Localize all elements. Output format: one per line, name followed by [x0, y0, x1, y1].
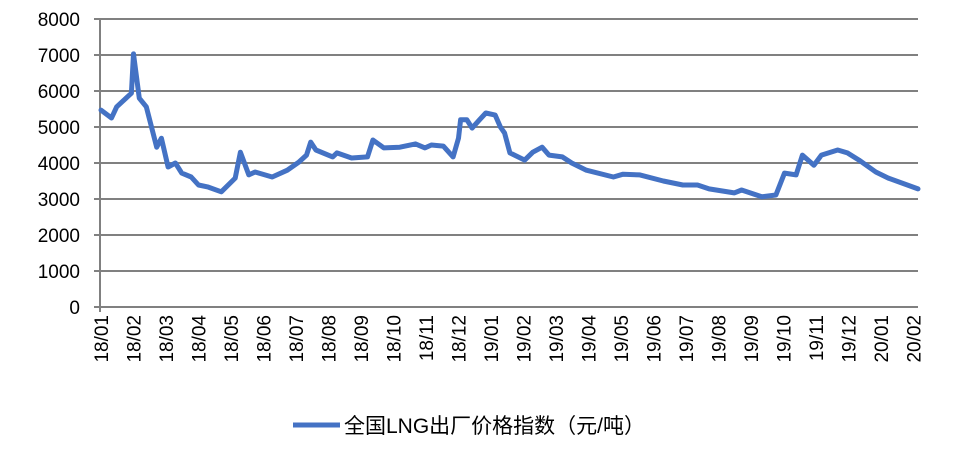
x-tick-label: 19/09 [742, 315, 763, 363]
y-tick-label: 2000 [38, 226, 80, 247]
gridlines [94, 18, 918, 308]
x-tick-label: 18/09 [352, 315, 373, 363]
x-tick-label: 19/11 [807, 315, 828, 361]
y-tick-label: 4000 [38, 154, 80, 175]
x-tick-label: 19/04 [580, 315, 601, 363]
x-tick-label: 19/03 [547, 315, 568, 363]
y-tick-label: 0 [69, 298, 80, 319]
x-tick-label: 20/02 [905, 315, 926, 363]
x-tick-label: 18/04 [190, 315, 211, 363]
y-axis-tick-labels: 0 1000 2000 3000 4000 5000 6000 7000 8000 [38, 10, 80, 319]
x-tick-label: 19/07 [677, 315, 698, 363]
x-tick-label: 18/01 [92, 315, 113, 363]
x-tick-label: 19/08 [710, 315, 731, 363]
x-tick-label: 18/06 [255, 315, 276, 363]
x-tick-label: 18/12 [450, 315, 471, 363]
x-tick-label: 18/11 [417, 315, 438, 361]
legend: 全国LNG出厂价格指数（元/吨） [293, 415, 645, 438]
x-tick-label: 19/02 [515, 315, 536, 363]
y-tick-label: 8000 [38, 10, 80, 31]
x-tick-label: 18/03 [157, 315, 178, 363]
x-tick-label: 19/12 [840, 315, 861, 363]
x-axis-tick-labels: 18/01 18/02 18/03 18/04 18/05 18/06 18/07 18/08… [92, 315, 926, 363]
x-tick-label: 19/01 [482, 315, 503, 363]
x-tick-label: 18/02 [125, 315, 146, 363]
y-tick-label: 5000 [38, 118, 80, 139]
x-tick-label: 19/06 [645, 315, 666, 363]
x-tick-label: 20/01 [872, 315, 893, 363]
y-tick-label: 1000 [38, 262, 80, 283]
y-tick-label: 3000 [38, 190, 80, 211]
y-tick-label: 6000 [38, 82, 80, 103]
x-tick-label: 19/10 [775, 315, 796, 363]
legend-label: 全国LNG出厂价格指数（元/吨） [344, 415, 645, 438]
y-tick-label: 7000 [38, 46, 80, 67]
x-tick-label: 18/05 [222, 315, 243, 363]
series-line-lng-price-index [98, 51, 921, 200]
x-tick-label: 18/10 [385, 315, 406, 363]
x-tick-label: 18/07 [287, 315, 308, 363]
x-tick-label: 18/08 [320, 315, 341, 363]
x-tick-label: 19/05 [612, 315, 633, 363]
